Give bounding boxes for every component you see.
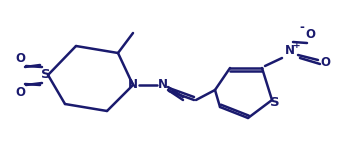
Text: O: O <box>15 87 25 100</box>
Text: O: O <box>320 55 330 68</box>
Text: N: N <box>158 79 168 92</box>
Text: N: N <box>128 79 138 92</box>
Text: O: O <box>15 51 25 64</box>
Text: S: S <box>41 68 51 82</box>
Text: O: O <box>305 28 315 41</box>
Text: +: + <box>293 40 301 49</box>
Text: -: - <box>300 20 305 33</box>
Text: N: N <box>285 43 295 56</box>
Text: S: S <box>270 97 280 110</box>
